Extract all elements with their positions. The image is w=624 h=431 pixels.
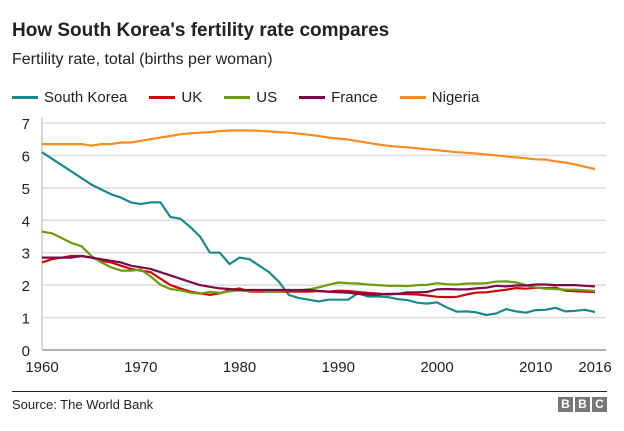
x-tick-label: 1990 [322,359,355,376]
x-tick-label: 2000 [420,359,453,376]
x-tick-label: 1960 [25,359,58,376]
legend-label: Nigeria [431,89,480,106]
x-tick-label: 2016 [578,359,611,376]
x-tick-label: 1980 [223,359,256,376]
series-line-france [42,254,596,296]
legend-item-uk: UK [149,89,202,106]
y-tick-label: 3 [22,246,30,263]
footer-divider [12,391,607,392]
legend-item-south-korea: South Korea [12,89,127,106]
legend-swatch [12,96,38,99]
y-tick-label: 7 [22,116,30,133]
legend-label: UK [181,89,203,106]
series-line-nigeria [42,129,596,171]
legend: South Korea UK US France Nigeria [12,89,501,106]
y-tick-label: 6 [22,148,30,165]
legend-label: South Korea [44,89,128,106]
legend-swatch [299,96,326,99]
y-tick-label: 2 [22,278,30,295]
legend-label: US [256,89,278,106]
source-note: Source: The World Bank [12,397,154,412]
legend-label: France [331,89,378,106]
y-tick-label: 4 [22,213,30,230]
legend-item-france: France [299,89,378,106]
legend-swatch [224,96,251,99]
legend-item-us: US [224,89,277,106]
y-tick-label: 1 [22,311,30,328]
chart-subtitle: Fertility rate, total (births per woman) [12,51,273,68]
legend-swatch [149,96,176,99]
legend-swatch [399,96,426,99]
y-tick-label: 5 [22,181,30,198]
chart-title: How South Korea's fertility rate compare… [12,20,390,41]
x-tick-label: 2010 [519,359,552,376]
series-line-south-korea [41,151,596,317]
legend-item-nigeria: Nigeria [399,89,480,106]
y-tick-label: 0 [22,343,30,360]
series-line-us [41,230,596,295]
x-tick-label: 1970 [124,359,157,376]
